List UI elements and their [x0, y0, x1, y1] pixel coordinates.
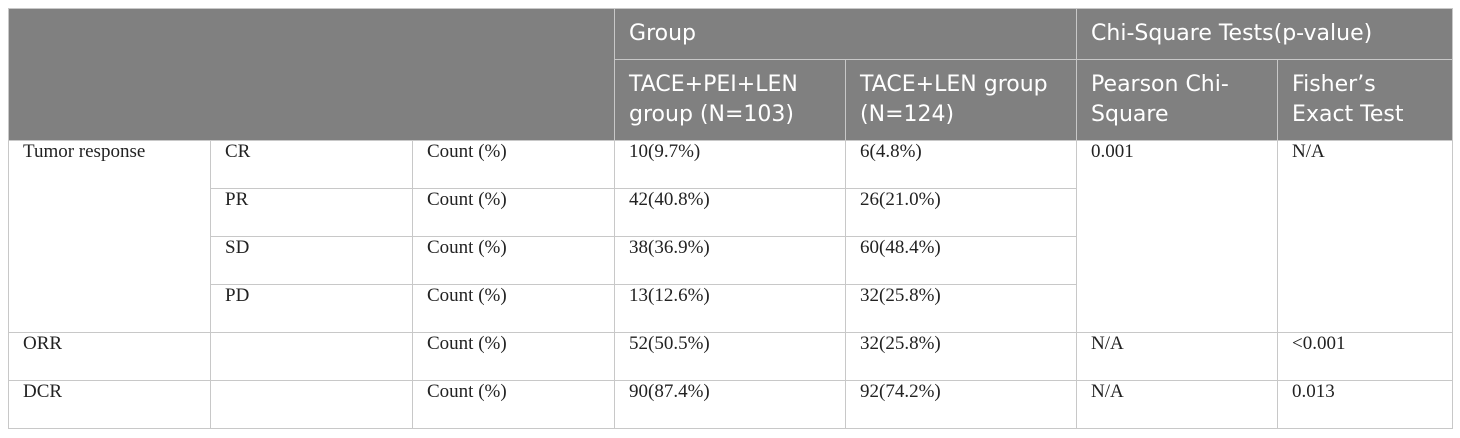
- row-sub-pd: PD: [210, 284, 413, 333]
- cell-g1: 52(50.5%): [614, 332, 847, 381]
- row-stat: Count (%): [411, 380, 616, 429]
- cell-g2: 60(48.4%): [845, 236, 1078, 285]
- table-row: DCR Count (%) 90(87.4%) 92(74.2%) N/A 0.…: [8, 380, 1454, 429]
- row-stat: Count (%): [411, 332, 616, 381]
- row-label-tumor-response: Tumor response: [8, 140, 211, 333]
- cell-g2: 6(4.8%): [845, 140, 1078, 189]
- cell-g2: 32(25.8%): [845, 332, 1078, 381]
- row-sub-empty: [210, 332, 413, 381]
- cell-g1: 42(40.8%): [614, 188, 847, 237]
- row-sub-empty: [210, 380, 413, 429]
- row-stat: Count (%): [411, 140, 616, 189]
- cell-pearson-tumor-response: 0.001: [1076, 140, 1279, 333]
- header-row-1: Group Chi-Square Tests(p-value): [7, 8, 1454, 141]
- cell-g1: 10(9.7%): [614, 140, 847, 189]
- table-row: ORR Count (%) 52(50.5%) 32(25.8%) N/A <0…: [8, 332, 1454, 381]
- table-row: SD Count (%) 38(36.9%) 60(48.4%): [9, 236, 1453, 285]
- row-stat: Count (%): [411, 236, 616, 285]
- cell-fisher: 0.013: [1277, 380, 1454, 429]
- table-row: Tumor response CR Count (%) 10(9.7%) 6(4…: [8, 140, 1454, 333]
- cell-g1: 90(87.4%): [614, 380, 847, 429]
- header-group: Group: [614, 8, 1078, 60]
- cell-fisher-tumor-response: N/A: [1277, 140, 1454, 333]
- cell-g2: 26(21.0%): [845, 188, 1078, 237]
- row-stat: Count (%): [411, 188, 616, 237]
- header-fisher: Fisher’s Exact Test: [1277, 59, 1454, 141]
- header-tace-pei-len: TACE+PEI+LEN group (N=103): [614, 59, 847, 141]
- cell-g2: 92(74.2%): [845, 380, 1078, 429]
- row-label-orr: ORR: [8, 332, 211, 381]
- cell-fisher: <0.001: [1277, 332, 1454, 381]
- row-sub-pr: PR: [210, 188, 413, 237]
- table-row: PD Count (%) 13(12.6%) 32(25.8%): [9, 284, 1453, 333]
- cell-g1: 38(36.9%): [614, 236, 847, 285]
- cell-pearson: N/A: [1076, 332, 1279, 381]
- cell-pearson: N/A: [1076, 380, 1279, 429]
- header-chi-square: Chi-Square Tests(p-value): [1076, 8, 1454, 60]
- row-label-dcr: DCR: [8, 380, 211, 429]
- header-blank-cell: [7, 8, 616, 141]
- row-sub-sd: SD: [210, 236, 413, 285]
- cell-g2: 32(25.8%): [845, 284, 1078, 333]
- row-sub-cr: CR: [210, 140, 413, 189]
- row-stat: Count (%): [411, 284, 616, 333]
- header-pearson: Pearson Chi-Square: [1076, 59, 1279, 141]
- header-row-2: TACE+PEI+LEN group (N=103) TACE+LEN grou…: [9, 59, 1454, 141]
- tumor-response-table: Group Chi-Square Tests(p-value) TACE+PEI…: [7, 8, 1454, 429]
- cell-g1: 13(12.6%): [614, 284, 847, 333]
- header-tace-len: TACE+LEN group (N=124): [845, 59, 1078, 141]
